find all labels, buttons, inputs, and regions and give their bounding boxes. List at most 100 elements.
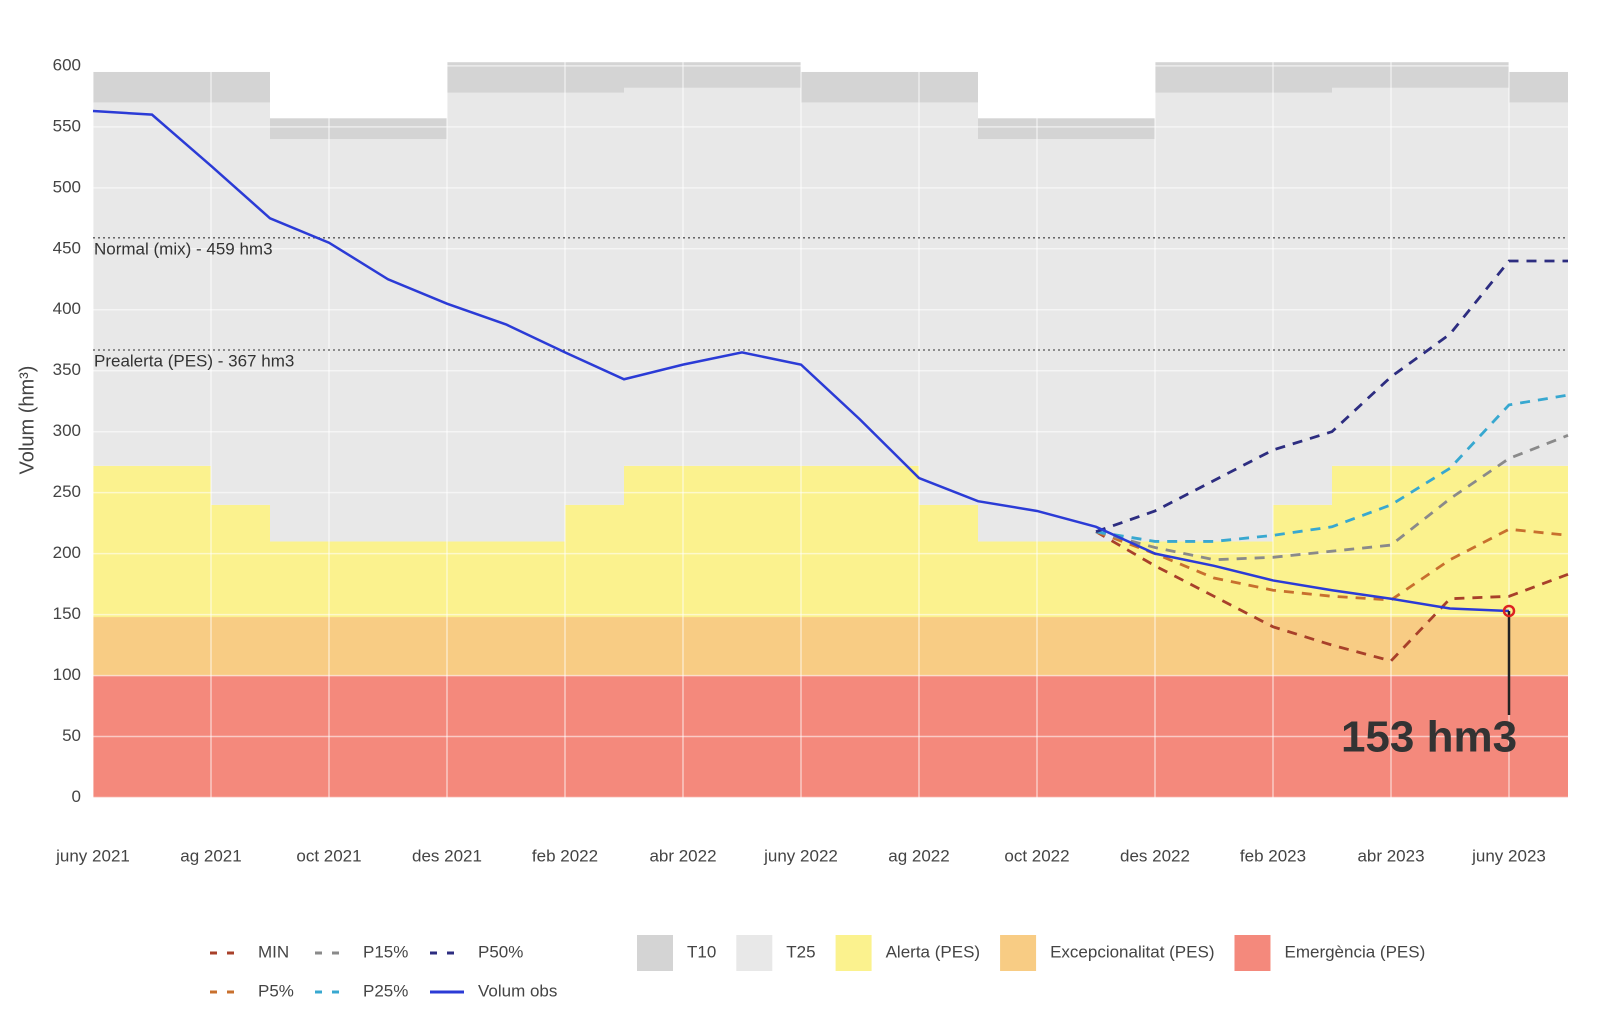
threshold-band: [801, 617, 860, 676]
threshold-band: [152, 465, 211, 618]
threshold-band: [447, 617, 506, 676]
y-tick-label: 350: [53, 360, 81, 379]
threshold-band: [1096, 118, 1155, 140]
threshold-band: [1214, 617, 1273, 676]
threshold-band: [565, 617, 624, 676]
threshold-band: [93, 617, 152, 676]
threshold-band: [329, 139, 388, 542]
threshold-band: [1391, 465, 1450, 618]
threshold-band: [329, 118, 388, 140]
threshold-band: [1450, 465, 1509, 618]
y-tick-label: 0: [72, 787, 81, 806]
threshold-band: [270, 617, 329, 676]
threshold-band: [1509, 71, 1568, 103]
legend-label: Volum obs: [478, 981, 557, 1000]
threshold-band: [506, 541, 565, 618]
threshold-band: [388, 617, 447, 676]
threshold-band: [93, 465, 152, 618]
threshold-band: [978, 118, 1037, 140]
threshold-band: [93, 71, 152, 103]
threshold-band: [211, 504, 270, 618]
threshold-band: [1214, 62, 1273, 93]
threshold-band: [1391, 87, 1450, 466]
y-tick-label: 500: [53, 177, 81, 196]
legend-label: T10: [687, 942, 716, 961]
threshold-band: [565, 504, 624, 618]
legend-label: P25%: [363, 981, 408, 1000]
threshold-band: [447, 62, 506, 93]
legend-swatch: [637, 935, 673, 971]
threshold-band: [978, 617, 1037, 676]
threshold-band: [624, 465, 683, 618]
threshold-band: [860, 102, 919, 466]
y-tick-label: 600: [53, 55, 81, 74]
legend-label: Alerta (PES): [886, 942, 980, 961]
threshold-band: [1273, 92, 1332, 505]
x-tick-label: oct 2021: [296, 846, 361, 865]
threshold-band: [1037, 118, 1096, 140]
threshold-band: [801, 465, 860, 618]
reference-label: Prealerta (PES) - 367 hm3: [94, 351, 294, 370]
threshold-band: [388, 139, 447, 542]
threshold-band: [1096, 139, 1155, 542]
legend-swatch: [1000, 935, 1037, 971]
threshold-band: [506, 92, 565, 542]
x-tick-label: feb 2023: [1240, 846, 1306, 865]
threshold-band: [1509, 102, 1568, 466]
annotation-point: [1502, 604, 1516, 618]
x-tick-label: juny 2023: [1471, 846, 1546, 865]
y-tick-label: 150: [53, 604, 81, 623]
x-tick-label: ag 2021: [180, 846, 241, 865]
threshold-band: [1509, 617, 1568, 676]
threshold-band: [447, 92, 506, 542]
legend-label: P50%: [478, 942, 523, 961]
threshold-band: [565, 62, 624, 93]
y-axis-label: Volum (hm³): [16, 366, 38, 475]
threshold-band: [211, 102, 270, 505]
threshold-band: [1273, 617, 1332, 676]
threshold-band: [270, 118, 329, 140]
x-tick-label: ag 2022: [888, 846, 949, 865]
threshold-band: [1155, 617, 1214, 676]
threshold-band: [1155, 92, 1214, 542]
x-tick-label: abr 2022: [649, 846, 716, 865]
x-tick-label: juny 2021: [55, 846, 130, 865]
threshold-band: [624, 87, 683, 466]
reference-label: Normal (mix) - 459 hm3: [94, 239, 273, 258]
threshold-band: [329, 617, 388, 676]
series-line: [1095, 259, 1568, 534]
threshold-band: [860, 71, 919, 103]
threshold-band: [211, 617, 270, 676]
x-tick-label: oct 2022: [1004, 846, 1069, 865]
x-tick-label: des 2022: [1120, 846, 1190, 865]
threshold-band: [1096, 541, 1155, 618]
threshold-band: [683, 617, 742, 676]
threshold-band: [1037, 541, 1096, 618]
threshold-band: [919, 71, 978, 103]
threshold-band: [388, 541, 447, 618]
threshold-band: [1509, 465, 1568, 618]
threshold-band: [978, 139, 1037, 542]
y-tick-label: 300: [53, 421, 81, 440]
legend-swatch: [835, 935, 872, 971]
series-line: [1095, 527, 1569, 602]
threshold-band: [270, 541, 329, 618]
series-line: [1095, 434, 1569, 562]
threshold-band: [978, 541, 1037, 618]
legend-label: MIN: [258, 942, 289, 961]
legend-label: Excepcionalitat (PES): [1050, 942, 1214, 961]
threshold-band: [742, 87, 801, 466]
threshold-band: [506, 617, 565, 676]
threshold-band: [1273, 62, 1332, 93]
threshold-band: [152, 71, 211, 103]
threshold-band: [329, 541, 388, 618]
threshold-band: [1273, 504, 1332, 618]
series-line: [1095, 530, 1569, 663]
annotation-label: 153 hm3: [1341, 713, 1517, 762]
threshold-band: [152, 102, 211, 466]
legend-label: P15%: [363, 942, 408, 961]
threshold-band: [93, 102, 152, 466]
x-tick-label: des 2021: [412, 846, 482, 865]
threshold-band: [919, 102, 978, 505]
